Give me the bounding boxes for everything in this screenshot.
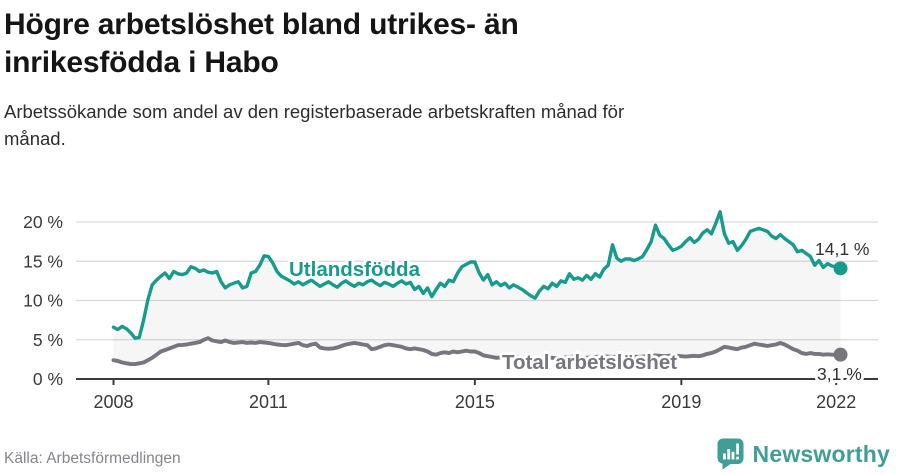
title-line-1: Högre arbetslöshet bland utrikes- än: [4, 8, 519, 41]
x-tick-label: 2019: [661, 392, 701, 412]
chart-subtitle: Arbetssökande som andel av den registerb…: [4, 98, 884, 152]
x-tick-label: 2008: [93, 392, 133, 412]
x-tick-label: 2011: [249, 392, 288, 412]
newsworthy-icon: [717, 438, 744, 470]
bar-chart-glyph: [722, 443, 739, 460]
x-tick-label: 2022: [816, 392, 856, 412]
subtitle-line-2: månad.: [4, 128, 66, 149]
utlandsfodda-end-dot: [833, 261, 848, 276]
x-tick-label: 2015: [455, 392, 495, 412]
unemployment-line-chart: Utlandsfödda Total arbetslöshet 14,1 % 3,1 …: [23, 210, 878, 412]
total-line: [111, 336, 843, 367]
newsworthy-logo: Newsworthy: [717, 438, 890, 470]
y-tick-label: 20 %: [23, 212, 63, 232]
subtitle-line-1: Arbetssökande som andel av den registerb…: [4, 101, 625, 122]
utlandsfodda-end-value: 14,1 %: [815, 239, 869, 259]
source-note: Källa: Arbetsförmedlingen: [4, 450, 181, 467]
total-end-value: 3,1 %: [817, 364, 862, 384]
y-tick-label: 10 %: [23, 291, 63, 311]
total-series-label: Total arbetslöshet: [502, 351, 677, 374]
total-end-dot: [833, 347, 848, 362]
title-line-2: inrikesfödda i Habo: [4, 46, 279, 79]
series-gap-band: [113, 211, 841, 365]
utlandsfodda-series-label: Utlandsfödda: [289, 258, 421, 281]
page-title: Högre arbetslöshet bland utrikes- än inr…: [4, 6, 884, 82]
utlandsfodda-line: [111, 210, 843, 340]
y-tick-label: 15 %: [23, 251, 63, 271]
y-tick-label: 0 %: [33, 369, 63, 389]
newsworthy-wordmark: Newsworthy: [752, 440, 890, 467]
header: Högre arbetslöshet bland utrikes- än inr…: [0, 0, 900, 152]
y-tick-label: 5 %: [33, 330, 63, 350]
